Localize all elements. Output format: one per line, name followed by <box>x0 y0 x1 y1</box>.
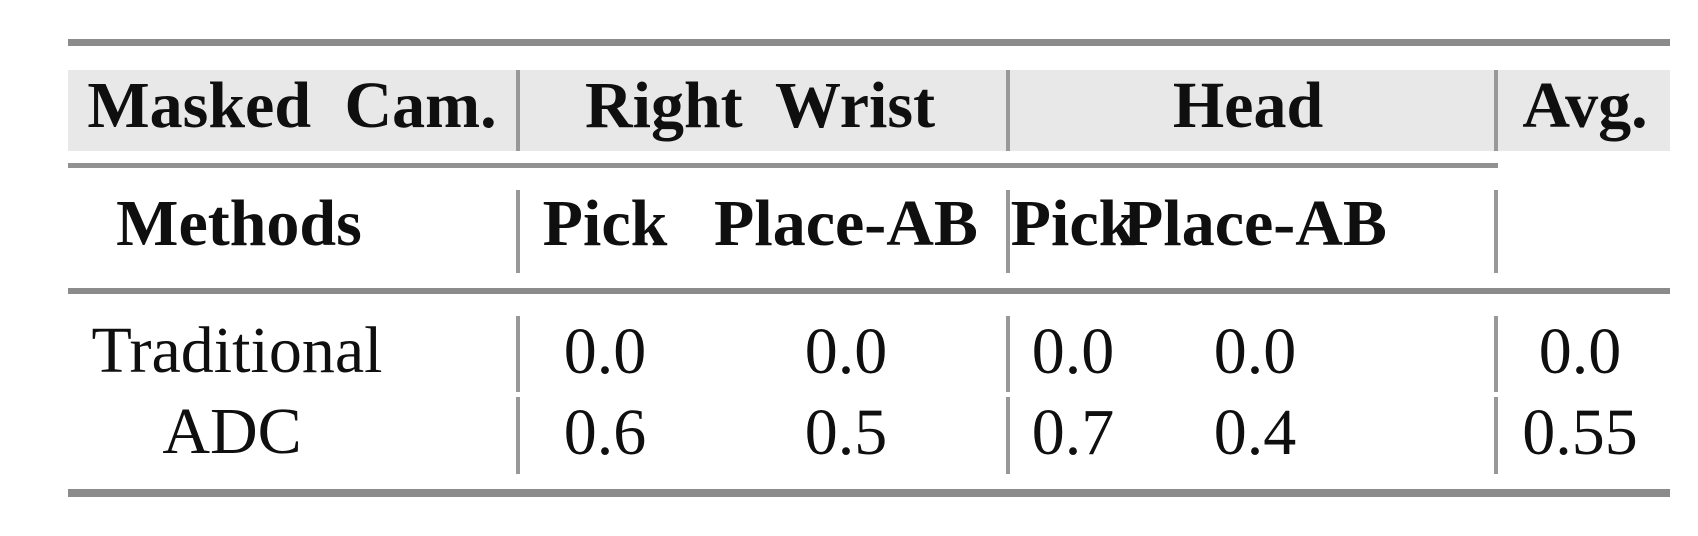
subheader-methods: Methods <box>116 187 362 260</box>
header-band <box>68 70 1670 151</box>
cell-value: 0.0 <box>1538 315 1622 388</box>
row-method-label: ADC <box>162 395 302 468</box>
column-separator <box>1006 190 1010 273</box>
header-avg: Avg. <box>1522 69 1648 142</box>
subheader-rw-place-ab: Place-AB <box>714 187 978 260</box>
column-separator <box>1494 397 1498 474</box>
bottom-rule <box>68 489 1670 497</box>
cell-value: 0.0 <box>1213 315 1297 388</box>
cell-value: 0.5 <box>804 396 888 469</box>
subheader-rw-pick: Pick <box>542 187 668 260</box>
cell-value: 0.7 <box>1031 396 1115 469</box>
cell-value: 0.6 <box>563 396 647 469</box>
column-separator <box>516 397 520 474</box>
column-separator <box>1006 70 1010 151</box>
header-right-wrist: Right Wrist <box>584 69 936 142</box>
cell-value: 0.4 <box>1213 396 1297 469</box>
column-separator <box>1494 190 1498 273</box>
header-underline-rule <box>68 163 1498 168</box>
row-method-label: Traditional <box>91 314 383 387</box>
header-head: Head <box>1172 69 1324 142</box>
column-separator <box>516 70 520 151</box>
subheader-head-place-ab: Place-AB <box>1123 187 1387 260</box>
cell-value: 0.0 <box>804 315 888 388</box>
column-separator <box>516 316 520 392</box>
cell-value: 0.0 <box>1031 315 1115 388</box>
column-separator <box>516 190 520 273</box>
subheader-head-pick: Pick <box>1010 187 1136 260</box>
header-masked-cam: Masked Cam. <box>87 69 497 142</box>
column-separator <box>1006 397 1010 474</box>
column-separator <box>1494 316 1498 392</box>
top-rule <box>68 39 1670 46</box>
column-separator <box>1006 316 1010 392</box>
mid-rule <box>68 288 1670 294</box>
cell-value: 0.55 <box>1522 396 1638 469</box>
cell-value: 0.0 <box>563 315 647 388</box>
column-separator <box>1494 70 1498 151</box>
